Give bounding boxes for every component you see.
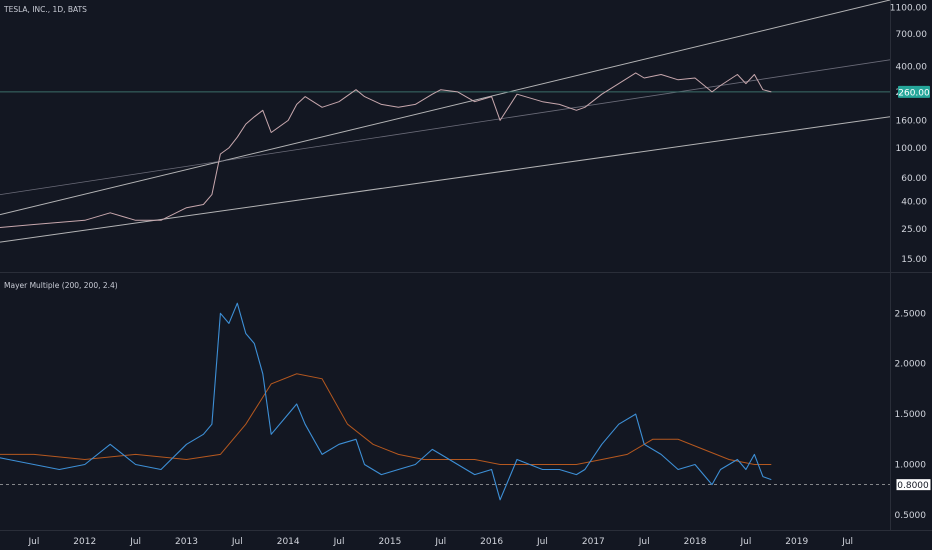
price-axis-tick-label: 25.00 xyxy=(901,225,927,235)
price-pane-title: TESLA, INC., 1D, BATS xyxy=(3,5,87,14)
price-axis-tick-label: 40.00 xyxy=(901,198,927,208)
price-axis[interactable]: 15.00 25.00 40.00 60.00 100.00 160.00 260.00 40… xyxy=(890,3,930,264)
indicator-axis-tick-label: 1.0000 xyxy=(895,460,927,470)
time-axis-tick-label: Jul xyxy=(841,537,853,547)
indicator-pane-title: Mayer Multiple (200, 200, 2.4) xyxy=(4,281,118,290)
time-axis-tick-label: 2012 xyxy=(73,537,96,547)
price-pane xyxy=(0,0,891,243)
time-axis-tick-label: 2018 xyxy=(684,537,707,547)
time-axis-tick-label: Jul xyxy=(129,537,141,547)
indicator-axis-tick-label: 1.5000 xyxy=(895,410,927,420)
reference-value-badge xyxy=(895,478,932,492)
mayer-multiple-line xyxy=(0,302,772,501)
time-axis-tick-label: Jul xyxy=(231,537,243,547)
indicator-axis-tick-label: 2.0000 xyxy=(895,360,927,370)
time-axis-tick-label: Jul xyxy=(333,537,345,547)
time-axis-tick-label: 2014 xyxy=(277,537,300,547)
price-axis-tick-label: 100.00 xyxy=(896,144,928,154)
indicator-axis[interactable]: 0.5000 1.0000 1.5000 2.0000 2.5000 0.8000 xyxy=(895,309,932,521)
time-axis-tick-label: Jul xyxy=(434,537,446,547)
indicator-axis-tick-label: 0.5000 xyxy=(895,511,927,521)
price-axis-tick-label: 160.00 xyxy=(896,116,928,126)
time-axis[interactable]: Jul 2012 Jul 2013 Jul 2014 Jul 2015 Jul 2016 Jul 20… xyxy=(27,537,853,547)
indicator-pane xyxy=(0,302,890,501)
channel-upper-line xyxy=(0,0,891,216)
price-series-line xyxy=(0,72,772,228)
time-axis-tick-label: 2016 xyxy=(480,537,503,547)
time-axis-tick-label: Jul xyxy=(27,537,39,547)
last-price-badge xyxy=(898,85,930,98)
time-axis-tick-label: Jul xyxy=(638,537,650,547)
price-axis-tick-label: 60.00 xyxy=(901,174,927,184)
time-axis-tick-label: Jul xyxy=(536,537,548,547)
price-axis-tick-label: 1100.00 xyxy=(890,3,927,13)
time-axis-tick-label: 2013 xyxy=(175,537,198,547)
channel-lower-line xyxy=(0,116,891,243)
time-axis-tick-label: 2017 xyxy=(582,537,605,547)
time-axis-tick-label: 2015 xyxy=(378,537,401,547)
mayer-ma-line xyxy=(0,373,772,465)
channel-mid-line xyxy=(0,59,891,196)
reference-value-label: 0.8000 xyxy=(897,481,929,491)
time-axis-tick-label: Jul xyxy=(739,537,751,547)
price-axis-tick-label: 15.00 xyxy=(901,255,927,265)
indicator-axis-tick-label: 2.5000 xyxy=(895,309,927,319)
last-price-badge-label: 260.00 xyxy=(898,88,930,98)
time-axis-tick-label: 2019 xyxy=(785,537,808,547)
price-axis-tick-label: 400.00 xyxy=(896,63,928,73)
price-axis-tick-label: 700.00 xyxy=(896,30,928,40)
